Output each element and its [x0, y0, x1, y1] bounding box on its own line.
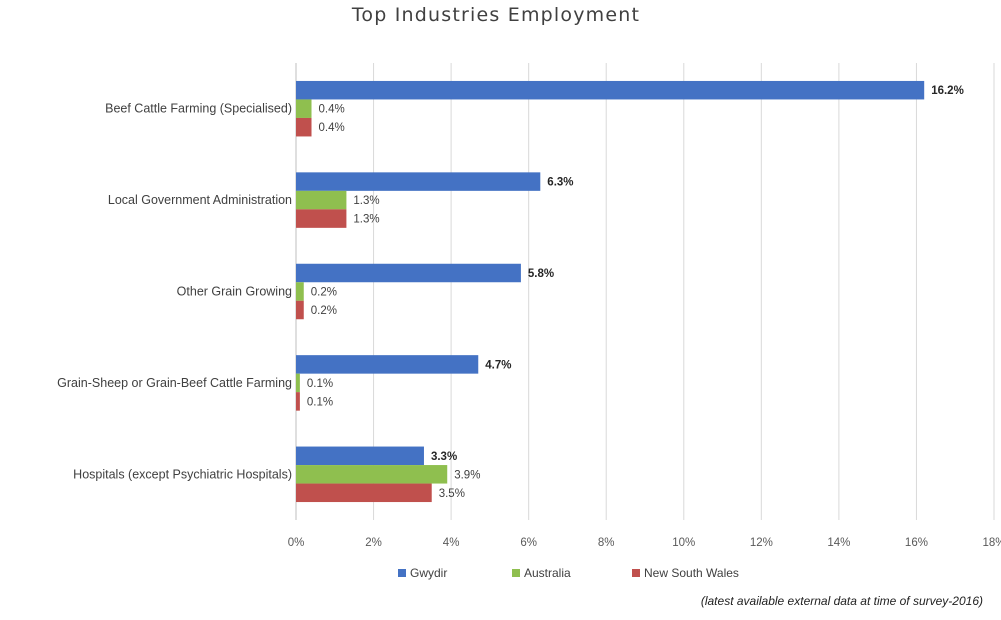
x-tick-label: 6% [520, 537, 537, 549]
category-label: Hospitals (except Psychiatric Hospitals) [73, 467, 292, 481]
data-label: 6.3% [547, 177, 573, 189]
data-label: 3.5% [439, 488, 465, 500]
x-tick-label: 12% [750, 537, 773, 549]
data-label: 0.2% [311, 287, 337, 299]
category-label: Beef Cattle Farming (Specialised) [105, 102, 292, 116]
bar [296, 209, 347, 228]
chart-title: Top Industries Employment [351, 4, 641, 26]
legend-swatch [512, 569, 520, 577]
x-tick-label: 8% [598, 537, 615, 549]
data-label: 3.9% [454, 469, 480, 481]
bar [296, 190, 347, 210]
legend-swatch [398, 569, 406, 577]
data-label: 3.3% [431, 451, 457, 463]
x-tick-label: 0% [288, 537, 305, 549]
data-label: 0.4% [319, 122, 345, 134]
bar [296, 282, 304, 301]
x-tick-label: 14% [827, 537, 850, 549]
x-tick-label: 18% [982, 537, 1001, 549]
legend-label: New South Wales [644, 566, 739, 580]
bar [296, 99, 312, 118]
data-label: 0.1% [307, 396, 333, 408]
data-label: 0.1% [307, 378, 333, 390]
bar [296, 300, 304, 320]
data-label: 16.2% [931, 85, 964, 97]
bar [296, 80, 925, 100]
bar [296, 355, 479, 374]
bar [296, 392, 300, 411]
x-tick-label: 10% [672, 537, 695, 549]
x-tick-label: 16% [905, 537, 928, 549]
legend-label: Gwydir [410, 566, 447, 580]
bar [296, 172, 541, 191]
category-label: Other Grain Growing [177, 285, 292, 299]
data-label: 5.8% [528, 268, 554, 280]
data-label: 0.4% [319, 104, 345, 116]
x-tick-label: 2% [365, 537, 382, 549]
legend-swatch [632, 569, 640, 577]
category-label: Local Government Administration [108, 193, 292, 207]
bar [296, 446, 424, 466]
bar [296, 117, 312, 137]
data-label: 4.7% [485, 359, 511, 371]
data-label: 0.2% [311, 305, 337, 317]
bar [296, 465, 448, 484]
bar [296, 483, 432, 503]
bar [296, 263, 521, 283]
legend-label: Australia [524, 566, 571, 580]
bar [296, 373, 300, 393]
x-tick-label: 4% [443, 537, 460, 549]
chart-footnote: (latest available external data at time … [700, 594, 983, 608]
category-label: Grain-Sheep or Grain-Beef Cattle Farming [57, 376, 292, 390]
data-label: 1.3% [353, 214, 379, 226]
data-label: 1.3% [353, 195, 379, 207]
